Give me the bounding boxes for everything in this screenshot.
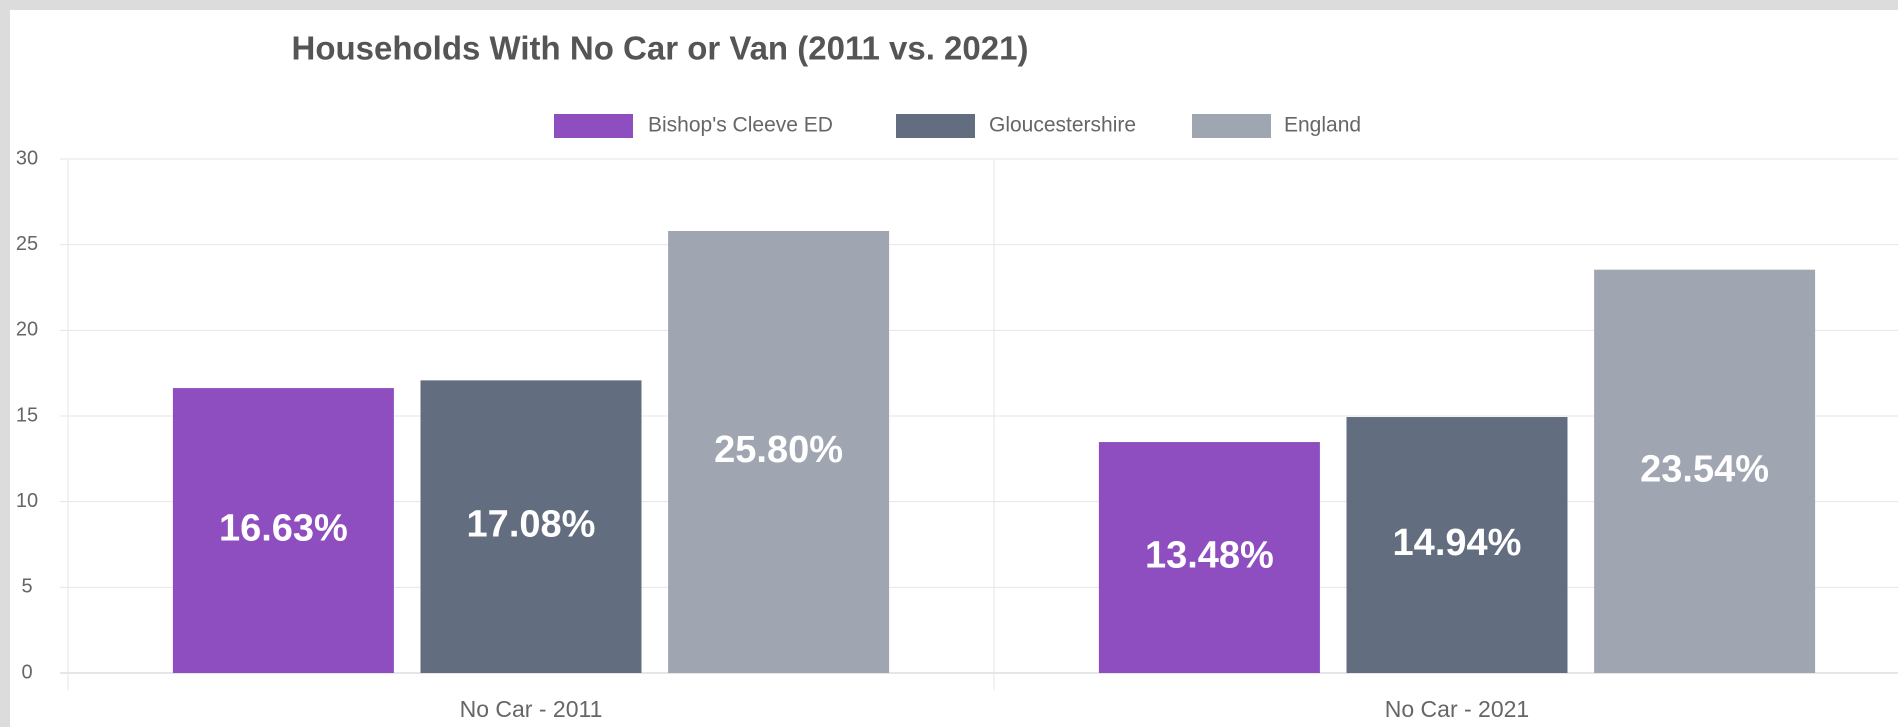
data-label: 25.80%: [714, 429, 843, 471]
y-tick-label: 0: [21, 661, 32, 683]
y-tick-label: 15: [16, 404, 38, 426]
data-label: 23.54%: [1640, 448, 1769, 490]
legend-swatch: [554, 114, 633, 138]
bar: [668, 230, 890, 673]
y-tick-label: 25: [16, 233, 38, 255]
bar: [1594, 269, 1816, 673]
y-tick-label: 20: [16, 319, 38, 341]
x-tick-label: No Car - 2011: [460, 696, 603, 722]
chart-title: Households With No Car or Van (2011 vs. …: [292, 30, 1029, 67]
legend-label: England: [1284, 114, 1361, 137]
x-tick-label: No Car - 2021: [1385, 696, 1529, 722]
data-label: 14.94%: [1393, 522, 1522, 564]
data-label: 16.63%: [219, 508, 348, 550]
bar: [172, 388, 394, 673]
legend-swatch: [1192, 114, 1271, 138]
y-tick-label: 30: [16, 147, 38, 169]
legend-label: Gloucestershire: [989, 114, 1136, 137]
data-label: 13.48%: [1145, 535, 1274, 577]
y-tick-label: 10: [16, 490, 38, 512]
legend-swatch: [896, 114, 975, 138]
y-tick-label: 5: [21, 576, 32, 598]
bar: [1346, 417, 1568, 673]
legend-label: Bishop's Cleeve ED: [648, 114, 833, 137]
data-label: 17.08%: [467, 504, 596, 546]
bar: [1098, 442, 1320, 673]
bar: [420, 380, 642, 673]
